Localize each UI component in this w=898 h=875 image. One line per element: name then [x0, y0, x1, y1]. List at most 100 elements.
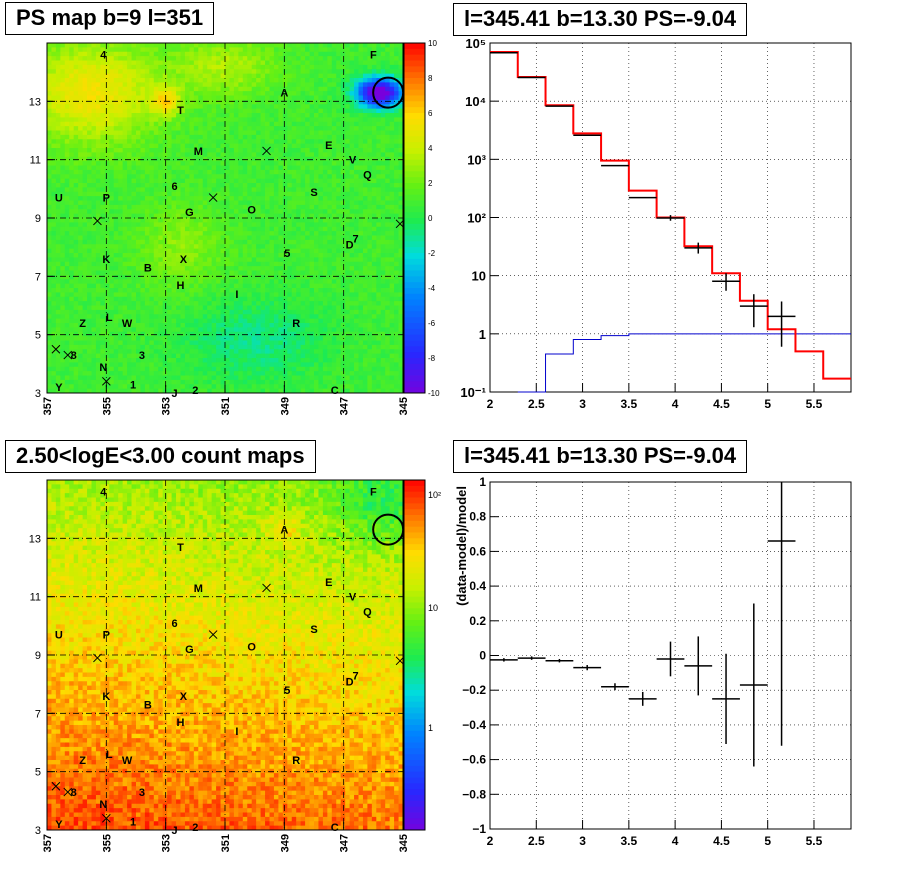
ps-map-cells — [47, 43, 404, 394]
source-label: Y — [55, 819, 63, 831]
x-tick-label: 4.5 — [713, 397, 730, 411]
y-tick-label: 7 — [35, 271, 41, 283]
y-tick-label: 3 — [35, 388, 41, 400]
source-label: E — [325, 140, 332, 152]
source-label: 7 — [352, 233, 358, 245]
source-label: C — [331, 822, 339, 834]
x-tick-label: 351 — [220, 834, 232, 852]
y-tick-label: 0.4 — [469, 579, 486, 593]
cross-marker — [101, 813, 111, 823]
source-label: G — [185, 207, 194, 219]
y-tick-label: −0.6 — [462, 753, 486, 767]
y-tick-label: 7 — [35, 708, 41, 720]
source-label: M — [194, 583, 203, 595]
y-tick-label: 1 — [479, 327, 486, 342]
x-tick-label: 349 — [279, 834, 291, 852]
source-label: 6 — [172, 181, 178, 193]
data-points — [490, 51, 796, 347]
colorbar-tick-label: -6 — [428, 319, 436, 328]
y-tick-label: 11 — [30, 592, 41, 604]
x-tick-label: 355 — [101, 397, 113, 415]
source-label: 3 — [139, 350, 145, 362]
x-tick-label: 351 — [220, 397, 232, 415]
cross-marker — [262, 583, 271, 593]
y-tick-label: −0.2 — [462, 683, 486, 697]
source-label: D — [346, 676, 354, 688]
x-tick-label: 2 — [487, 397, 494, 411]
x-tick-label: 3.5 — [621, 397, 638, 411]
source-label: 3 — [139, 787, 145, 799]
source-label: 4 — [100, 487, 107, 499]
cross-marker — [93, 216, 102, 226]
source-label: L — [106, 749, 113, 761]
source-label: A — [280, 88, 288, 100]
count-map-grid — [47, 480, 403, 830]
cross-marker — [208, 630, 218, 639]
cross-marker — [63, 787, 73, 797]
y-tick-label: −0.4 — [462, 718, 486, 732]
source-label: B — [144, 700, 152, 712]
cross-marker — [63, 350, 73, 360]
y-tick-label: −1 — [472, 822, 486, 836]
source-label: F — [370, 50, 377, 62]
source-label: A — [280, 525, 288, 537]
source-label: T — [177, 542, 184, 554]
y-tick-label: 9 — [35, 650, 41, 662]
source-label: U — [55, 630, 63, 642]
x-tick-label: 3 — [579, 397, 586, 411]
x-tick-label: 345 — [398, 834, 410, 852]
title-bottom-right: l=345.41 b=13.30 PS=-9.04 — [453, 440, 748, 473]
source-label: M — [194, 146, 203, 158]
source-label: V — [349, 592, 357, 604]
source-label: H — [177, 717, 185, 729]
source-label: O — [247, 204, 256, 216]
source-label: W — [122, 755, 133, 767]
colorbar-tick-label: 4 — [428, 144, 433, 153]
x-tick-label: 349 — [279, 397, 291, 415]
source-label: N — [99, 362, 107, 374]
y-tick-label: 9 — [35, 213, 41, 225]
count-map-source-labels: 4 F A T M E VQ 6 S U P G O 7D 5 K X B H I L Z W R 3 8 N 1 Y J 2 C — [55, 487, 377, 837]
source-label: 5 — [284, 248, 290, 260]
y-tick-label: 10⁴ — [465, 94, 486, 109]
title-top-left: PS map b=9 l=351 — [5, 2, 215, 35]
x-tick-label: 5.5 — [806, 397, 823, 411]
y-tick-label: 3 — [35, 825, 41, 837]
colorbar-tick-label: 10 — [428, 603, 438, 613]
x-tick-label: 4 — [672, 397, 679, 411]
y-tick-label: 10² — [467, 211, 486, 226]
colorbar-tick-label: -4 — [428, 284, 436, 293]
colorbar-tick-label: 0 — [428, 214, 433, 223]
colorbar-tick-label: -10 — [428, 389, 440, 398]
source-label: C — [331, 385, 339, 397]
y-tick-label: 11 — [30, 155, 41, 167]
source-label: N — [99, 799, 107, 811]
cross-marker — [395, 656, 405, 666]
ps-map-crosses — [51, 146, 405, 386]
y-tick-label: 13 — [29, 533, 41, 545]
y-tick-label: 10⁵ — [465, 36, 486, 51]
source-label: K — [102, 254, 110, 266]
target-circle — [372, 513, 405, 546]
count-map-cells — [47, 480, 404, 831]
source-label: 5 — [284, 685, 290, 697]
cross-marker — [262, 146, 271, 156]
source-label: 2 — [192, 385, 198, 397]
target-circle — [372, 76, 405, 109]
source-label: U — [55, 193, 63, 205]
source-label: J — [172, 388, 178, 400]
source-label: L — [106, 312, 113, 324]
source-label: X — [180, 691, 188, 703]
y-axis-label: (data-model)/model — [454, 486, 469, 606]
title-top-right: l=345.41 b=13.30 PS=-9.04 — [453, 3, 748, 36]
source-label: Y — [55, 382, 63, 394]
y-tick-label: 0 — [479, 649, 486, 663]
x-tick-label: 355 — [101, 834, 113, 852]
colorbar-frame — [403, 42, 426, 394]
x-tick-label: 3.5 — [621, 834, 638, 848]
source-label: O — [247, 641, 256, 653]
x-tick-label: 353 — [161, 834, 173, 852]
x-tick-label: 5 — [764, 397, 771, 411]
x-tick-label: 5 — [764, 834, 771, 848]
y-tick-label: 10⁻¹ — [460, 385, 486, 400]
